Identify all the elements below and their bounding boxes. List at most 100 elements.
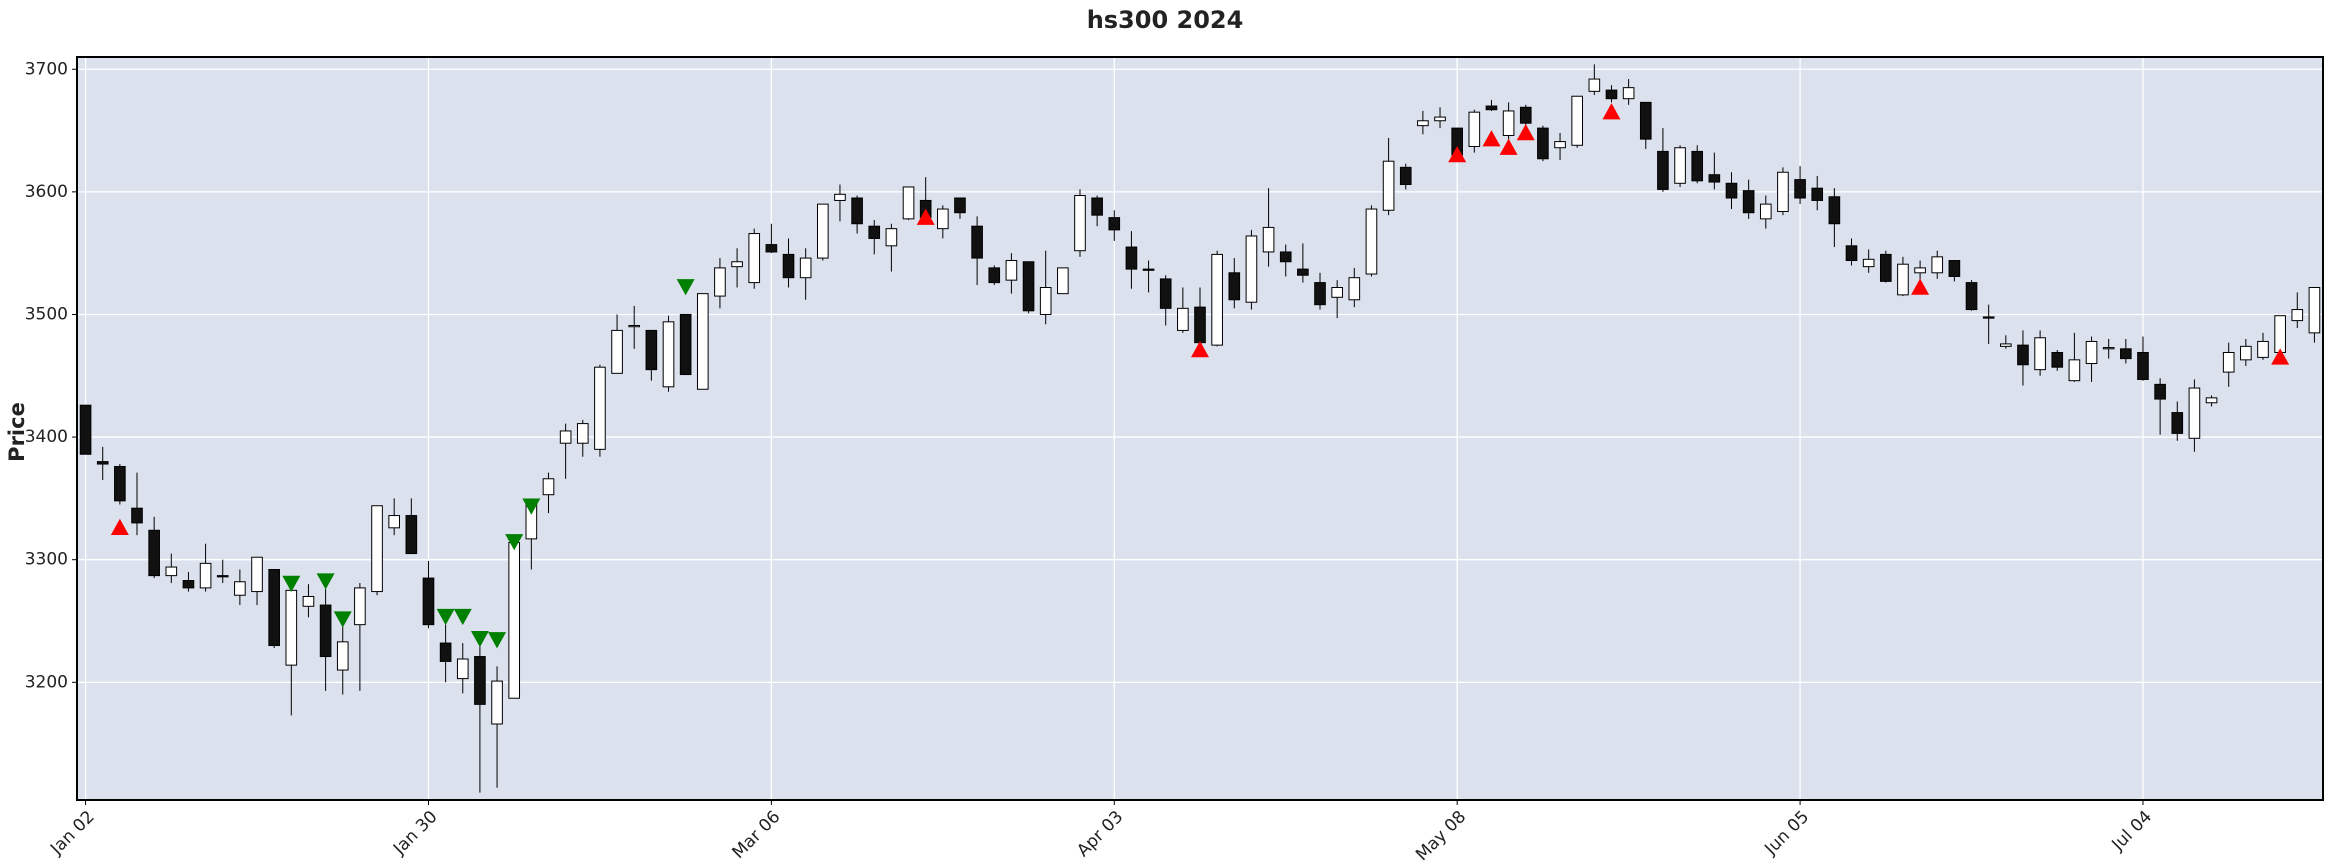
candle-body xyxy=(1245,235,1258,303)
candle-body xyxy=(834,193,846,201)
candle-body xyxy=(216,575,229,578)
candle-body xyxy=(2291,309,2304,322)
plot-background xyxy=(77,57,2323,800)
candle-body xyxy=(1674,147,1686,184)
signal-marker xyxy=(333,611,352,628)
candle-body xyxy=(131,507,143,524)
signal-marker xyxy=(522,498,541,515)
y-tick-label: 3500 xyxy=(25,304,68,324)
candle-body xyxy=(1914,267,1926,274)
x-tick-label: Jan 02 xyxy=(46,807,99,860)
candle-body xyxy=(542,478,555,496)
y-axis-label: Price xyxy=(5,402,29,462)
candle-body xyxy=(439,642,452,662)
candle-body xyxy=(251,556,263,593)
signal-marker xyxy=(1499,138,1518,155)
candle-body xyxy=(491,680,503,725)
x-tick-label: Jul 04 xyxy=(2108,807,2156,855)
candle-body xyxy=(1845,245,1858,262)
candle-body xyxy=(371,505,383,593)
candle-body xyxy=(1297,268,1309,276)
candle-body xyxy=(2051,351,2064,368)
candle-body xyxy=(1777,171,1789,212)
candle-body xyxy=(1365,208,1378,275)
candle-body xyxy=(319,604,332,658)
candle-body xyxy=(885,228,898,247)
candle-body xyxy=(1091,197,1103,216)
y-tick-label: 3400 xyxy=(25,427,68,447)
candle-body xyxy=(2308,287,2321,334)
candle-body xyxy=(474,656,486,705)
candle-body xyxy=(1417,120,1429,127)
candle-body xyxy=(199,562,212,589)
x-tick-label: Jun 05 xyxy=(1760,807,1813,860)
signal-marker xyxy=(453,608,472,626)
candle-body xyxy=(1862,258,1875,268)
candle-body xyxy=(336,641,349,671)
candle-body xyxy=(2085,340,2098,365)
candle-body xyxy=(96,461,109,465)
candle-body xyxy=(696,293,709,390)
candle-body xyxy=(937,208,949,230)
candle-body xyxy=(1074,195,1086,252)
candle-body xyxy=(1331,287,1343,298)
candle-body xyxy=(1519,106,1532,124)
candle-body xyxy=(1039,287,1052,315)
candle-body xyxy=(182,580,195,589)
candle-body xyxy=(559,430,572,444)
candle-body xyxy=(2102,347,2115,350)
candle-body xyxy=(1759,203,1772,220)
chart-title: hs300 2024 xyxy=(1087,6,1244,34)
candle-body xyxy=(1142,268,1155,271)
signal-marker xyxy=(282,575,301,592)
x-tick-label: May 08 xyxy=(1412,807,1470,865)
x-tick-label: Jan 30 xyxy=(389,807,442,860)
candle-body xyxy=(114,466,126,502)
candle-body xyxy=(611,329,623,374)
candle-body xyxy=(2274,315,2286,353)
candle-body xyxy=(1262,226,1275,253)
candle-body xyxy=(1194,306,1206,344)
y-tick-label: 3300 xyxy=(25,550,68,570)
candle-body xyxy=(2171,412,2184,434)
signal-marker xyxy=(316,573,335,590)
candle-body xyxy=(422,577,435,626)
candle-body xyxy=(1125,246,1138,270)
candle-body xyxy=(2222,351,2235,373)
candle-body xyxy=(816,203,829,259)
candle-body xyxy=(594,366,606,450)
candle-body xyxy=(645,329,658,371)
candle-body xyxy=(1965,282,1978,311)
candle-body xyxy=(1879,253,1892,282)
signal-marker xyxy=(676,279,695,296)
candle-body xyxy=(1468,111,1481,148)
candle-body xyxy=(302,595,315,607)
candle-body xyxy=(971,225,983,259)
candle-body xyxy=(1657,150,1669,190)
candle-body xyxy=(782,253,795,279)
candle-body xyxy=(2240,345,2252,361)
candle-body xyxy=(902,186,915,220)
signal-marker xyxy=(1448,146,1467,163)
candle-body xyxy=(1794,179,1806,199)
candle-body xyxy=(1314,282,1326,306)
candle-body xyxy=(1057,267,1069,295)
candle-body xyxy=(662,321,675,388)
candle-body xyxy=(2017,344,2029,366)
signal-marker xyxy=(1191,341,1209,358)
y-tick-label: 3600 xyxy=(25,182,68,202)
candle-body xyxy=(1639,101,1652,140)
candle-body xyxy=(2257,340,2269,358)
candle-body xyxy=(1159,278,1172,309)
candle-body xyxy=(1434,116,1446,122)
candle-body xyxy=(1725,182,1738,199)
candle-body xyxy=(954,197,966,214)
candle-body xyxy=(988,267,1001,284)
candle-body xyxy=(2034,337,2046,371)
plot-frame xyxy=(76,56,2324,801)
candle-body xyxy=(1485,105,1498,111)
candle-body xyxy=(1811,187,1824,201)
candle-body xyxy=(388,515,400,529)
signal-marker xyxy=(505,534,524,551)
